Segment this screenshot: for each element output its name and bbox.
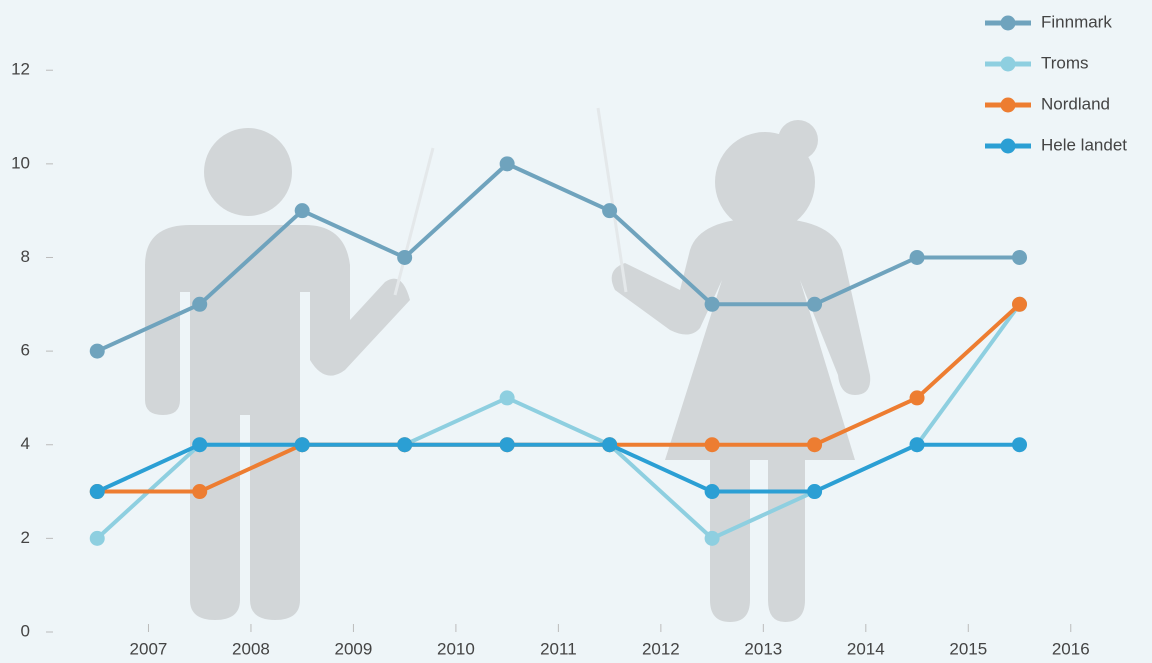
x-tick-label: 2008 — [232, 639, 270, 658]
data-point — [704, 484, 720, 500]
y-tick-label: 10 — [11, 153, 30, 172]
x-tick-label: 2014 — [847, 639, 885, 658]
data-point — [1012, 249, 1028, 265]
x-tick-label: 2010 — [437, 639, 475, 658]
data-point — [909, 437, 925, 453]
y-tick-label: 12 — [11, 60, 30, 79]
x-tick-label: 2007 — [130, 639, 168, 658]
data-point — [704, 530, 720, 546]
data-point — [294, 437, 310, 453]
y-tick-label: 6 — [21, 341, 30, 360]
data-point — [807, 296, 823, 312]
series-line — [96, 161, 1020, 353]
data-point — [294, 203, 310, 219]
data-point — [807, 484, 823, 500]
legend-label: Hele landet — [1041, 135, 1127, 154]
data-point — [397, 437, 413, 453]
legend-label: Troms — [1041, 53, 1089, 72]
legend-marker — [1000, 138, 1016, 154]
data-point — [704, 437, 720, 453]
data-point — [1012, 437, 1028, 453]
data-point — [909, 390, 925, 406]
legend-marker — [1000, 56, 1016, 72]
series-line — [96, 442, 1020, 494]
data-point — [807, 437, 823, 453]
data-point — [1012, 296, 1028, 312]
data-point — [192, 437, 208, 453]
data-point — [602, 437, 618, 453]
data-point — [89, 343, 105, 359]
decoration — [145, 107, 871, 622]
x-tick-label: 2016 — [1052, 639, 1090, 658]
legend-marker — [1000, 97, 1016, 113]
data-point — [192, 296, 208, 312]
x-tick-label: 2013 — [744, 639, 782, 658]
y-tick-label: 8 — [21, 247, 30, 266]
x-tick-label: 2012 — [642, 639, 680, 658]
data-point — [602, 203, 618, 219]
y-tick-label: 4 — [21, 434, 30, 453]
y-tick-label: 2 — [21, 528, 30, 547]
x-tick-label: 2009 — [335, 639, 373, 658]
data-point — [704, 296, 720, 312]
legend-label: Nordland — [1041, 94, 1110, 113]
data-point — [499, 437, 515, 453]
data-point — [89, 484, 105, 500]
data-point — [909, 249, 925, 265]
data-point — [499, 156, 515, 172]
legend-label: Finnmark — [1041, 12, 1112, 31]
y-tick-label: 0 — [21, 621, 30, 640]
data-point — [192, 484, 208, 500]
x-tick-label: 2011 — [540, 639, 577, 658]
x-tick-label: 2015 — [949, 639, 987, 658]
data-point — [89, 530, 105, 546]
data-point — [499, 390, 515, 406]
legend-marker — [1000, 15, 1016, 31]
data-point — [397, 249, 413, 265]
